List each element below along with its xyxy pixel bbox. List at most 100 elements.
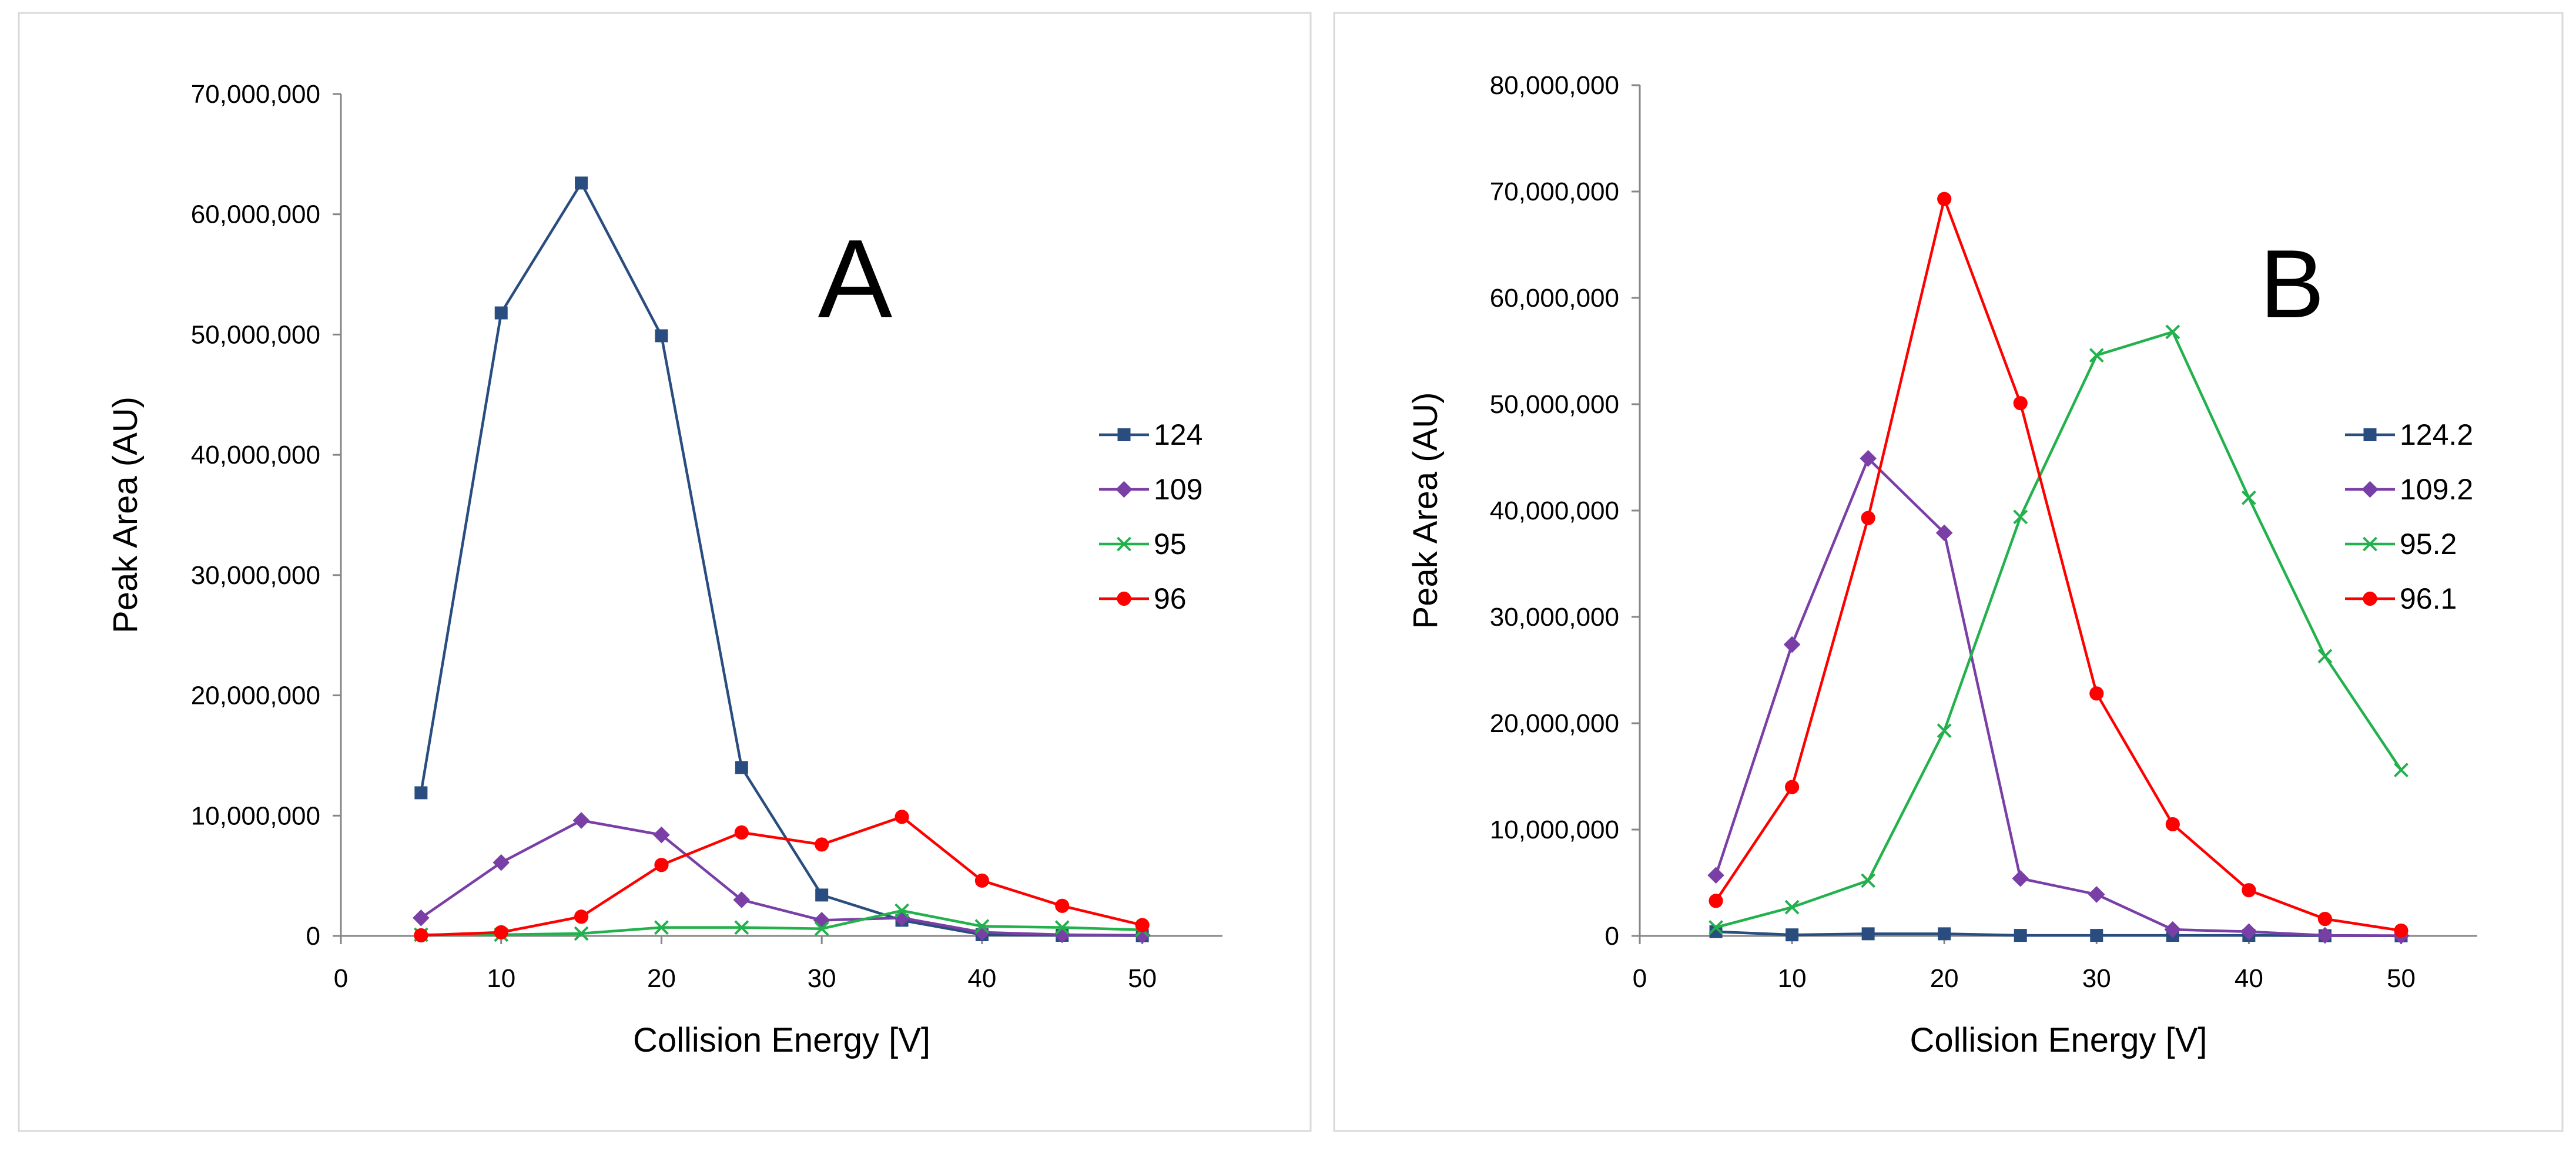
panel-letter: A [818,217,893,341]
y-tick-label: 70,000,000 [191,80,320,109]
data-point [413,909,430,927]
data-point [1861,927,1875,941]
data-point [1709,925,1723,938]
legend-label: 96.1 [2400,582,2457,615]
y-tick-label: 0 [306,922,320,951]
data-point [1709,894,1723,908]
y-tick-label: 10,000,000 [1490,815,1619,844]
legend-entry: 96.1 [2345,582,2457,615]
x-tick-label: 10 [1778,964,1807,993]
series-96-1 [1709,192,2408,938]
data-point [815,837,829,852]
data-point [814,921,829,937]
data-point [2089,348,2104,363]
chart-frame-0 [18,12,1312,1132]
data-point [1134,927,1151,944]
data-point [2240,923,2257,941]
series-line [1714,194,2401,932]
data-point [2316,927,2334,944]
data-point [1709,920,1723,935]
data-point [2013,509,2028,525]
series-line [421,909,1143,937]
x-tick-label: 50 [2387,964,2416,993]
y-tick-label: 20,000,000 [191,682,320,710]
y-tick-label: 50,000,000 [1490,390,1619,419]
legend-entry: 109.2 [2345,473,2473,506]
data-point [1135,918,1150,932]
legend-label: 95 [1154,528,1187,560]
y-tick-label: 30,000,000 [191,561,320,590]
legend-entry: 124.2 [2345,418,2473,451]
legend-label: 96 [1154,582,1187,615]
series-line [1714,456,2401,937]
data-point [1783,636,1801,653]
legend-label: 95.2 [2400,528,2457,560]
data-point [2089,686,2104,701]
data-point [1861,511,1875,525]
data-point [1861,873,1876,888]
y-tick-label: 0 [1605,922,1619,951]
panel-a: 0 10,000,000 20,000,000 30,000,000 40,000,00… [106,80,1222,1059]
legend-label: 124.2 [2400,418,2473,451]
series-96 [414,810,1150,943]
x-axis-title: Collision Energy [V] [633,1021,930,1059]
data-point [2090,929,2103,942]
x-tick-label: 40 [2235,964,2263,993]
legend-marker [2363,428,2377,441]
x-axis-title: Collision Energy [V] [1910,1021,2207,1059]
series-line [420,819,1143,937]
data-point [494,925,508,939]
data-point [655,329,668,343]
y-tick-label: 80,000,000 [1490,71,1619,100]
data-point [1054,920,1070,935]
data-point [2014,929,2027,942]
data-point [895,903,909,918]
panel-b: 0 10,000,000 20,000,000 30,000,000 40,000,00… [1406,71,2477,1059]
data-point [572,812,590,829]
data-point [1784,780,1800,794]
legend-marker [2361,481,2379,498]
data-point [574,909,589,924]
data-point [2317,649,2333,664]
y-tick-label: 60,000,000 [191,200,320,229]
data-point [494,306,508,320]
data-point [2013,396,2028,411]
y-tick-label: 60,000,000 [1490,284,1619,313]
x-tick-label: 50 [1128,964,1157,993]
series-95-2 [1709,324,2408,935]
data-point [973,924,991,941]
data-point [2165,324,2180,340]
data-point [653,826,670,844]
data-point [1786,928,1799,942]
data-point [1055,898,1070,913]
x-tick-label: 40 [967,964,996,993]
data-point [815,888,829,902]
x-tick-label: 30 [2082,964,2111,993]
series-line [421,815,1143,937]
data-point [2164,921,2182,938]
data-point [2394,923,2408,938]
data-point [895,810,909,824]
data-point [654,920,669,935]
y-tick-label: 10,000,000 [191,801,320,830]
y-tick-label: 30,000,000 [1490,603,1619,632]
data-point [733,891,751,908]
data-point [974,919,990,934]
series-line [1715,330,2403,929]
legend-entry: 96 [1099,582,1187,615]
data-point [735,761,748,774]
data-point [414,928,428,943]
data-point [414,786,428,800]
data-point [734,920,749,935]
y-tick-label: 20,000,000 [1490,709,1619,738]
legend-entry: 95.2 [2345,528,2457,560]
y-tick-label: 40,000,000 [1490,496,1619,525]
data-point [575,176,588,190]
legend-entry: 124 [1099,418,1202,451]
x-tick-label: 10 [487,964,515,993]
data-point [2394,763,2408,778]
legend-marker [2363,536,2377,552]
x-tick-label: 0 [334,964,348,993]
x-tick-label: 20 [647,964,676,993]
